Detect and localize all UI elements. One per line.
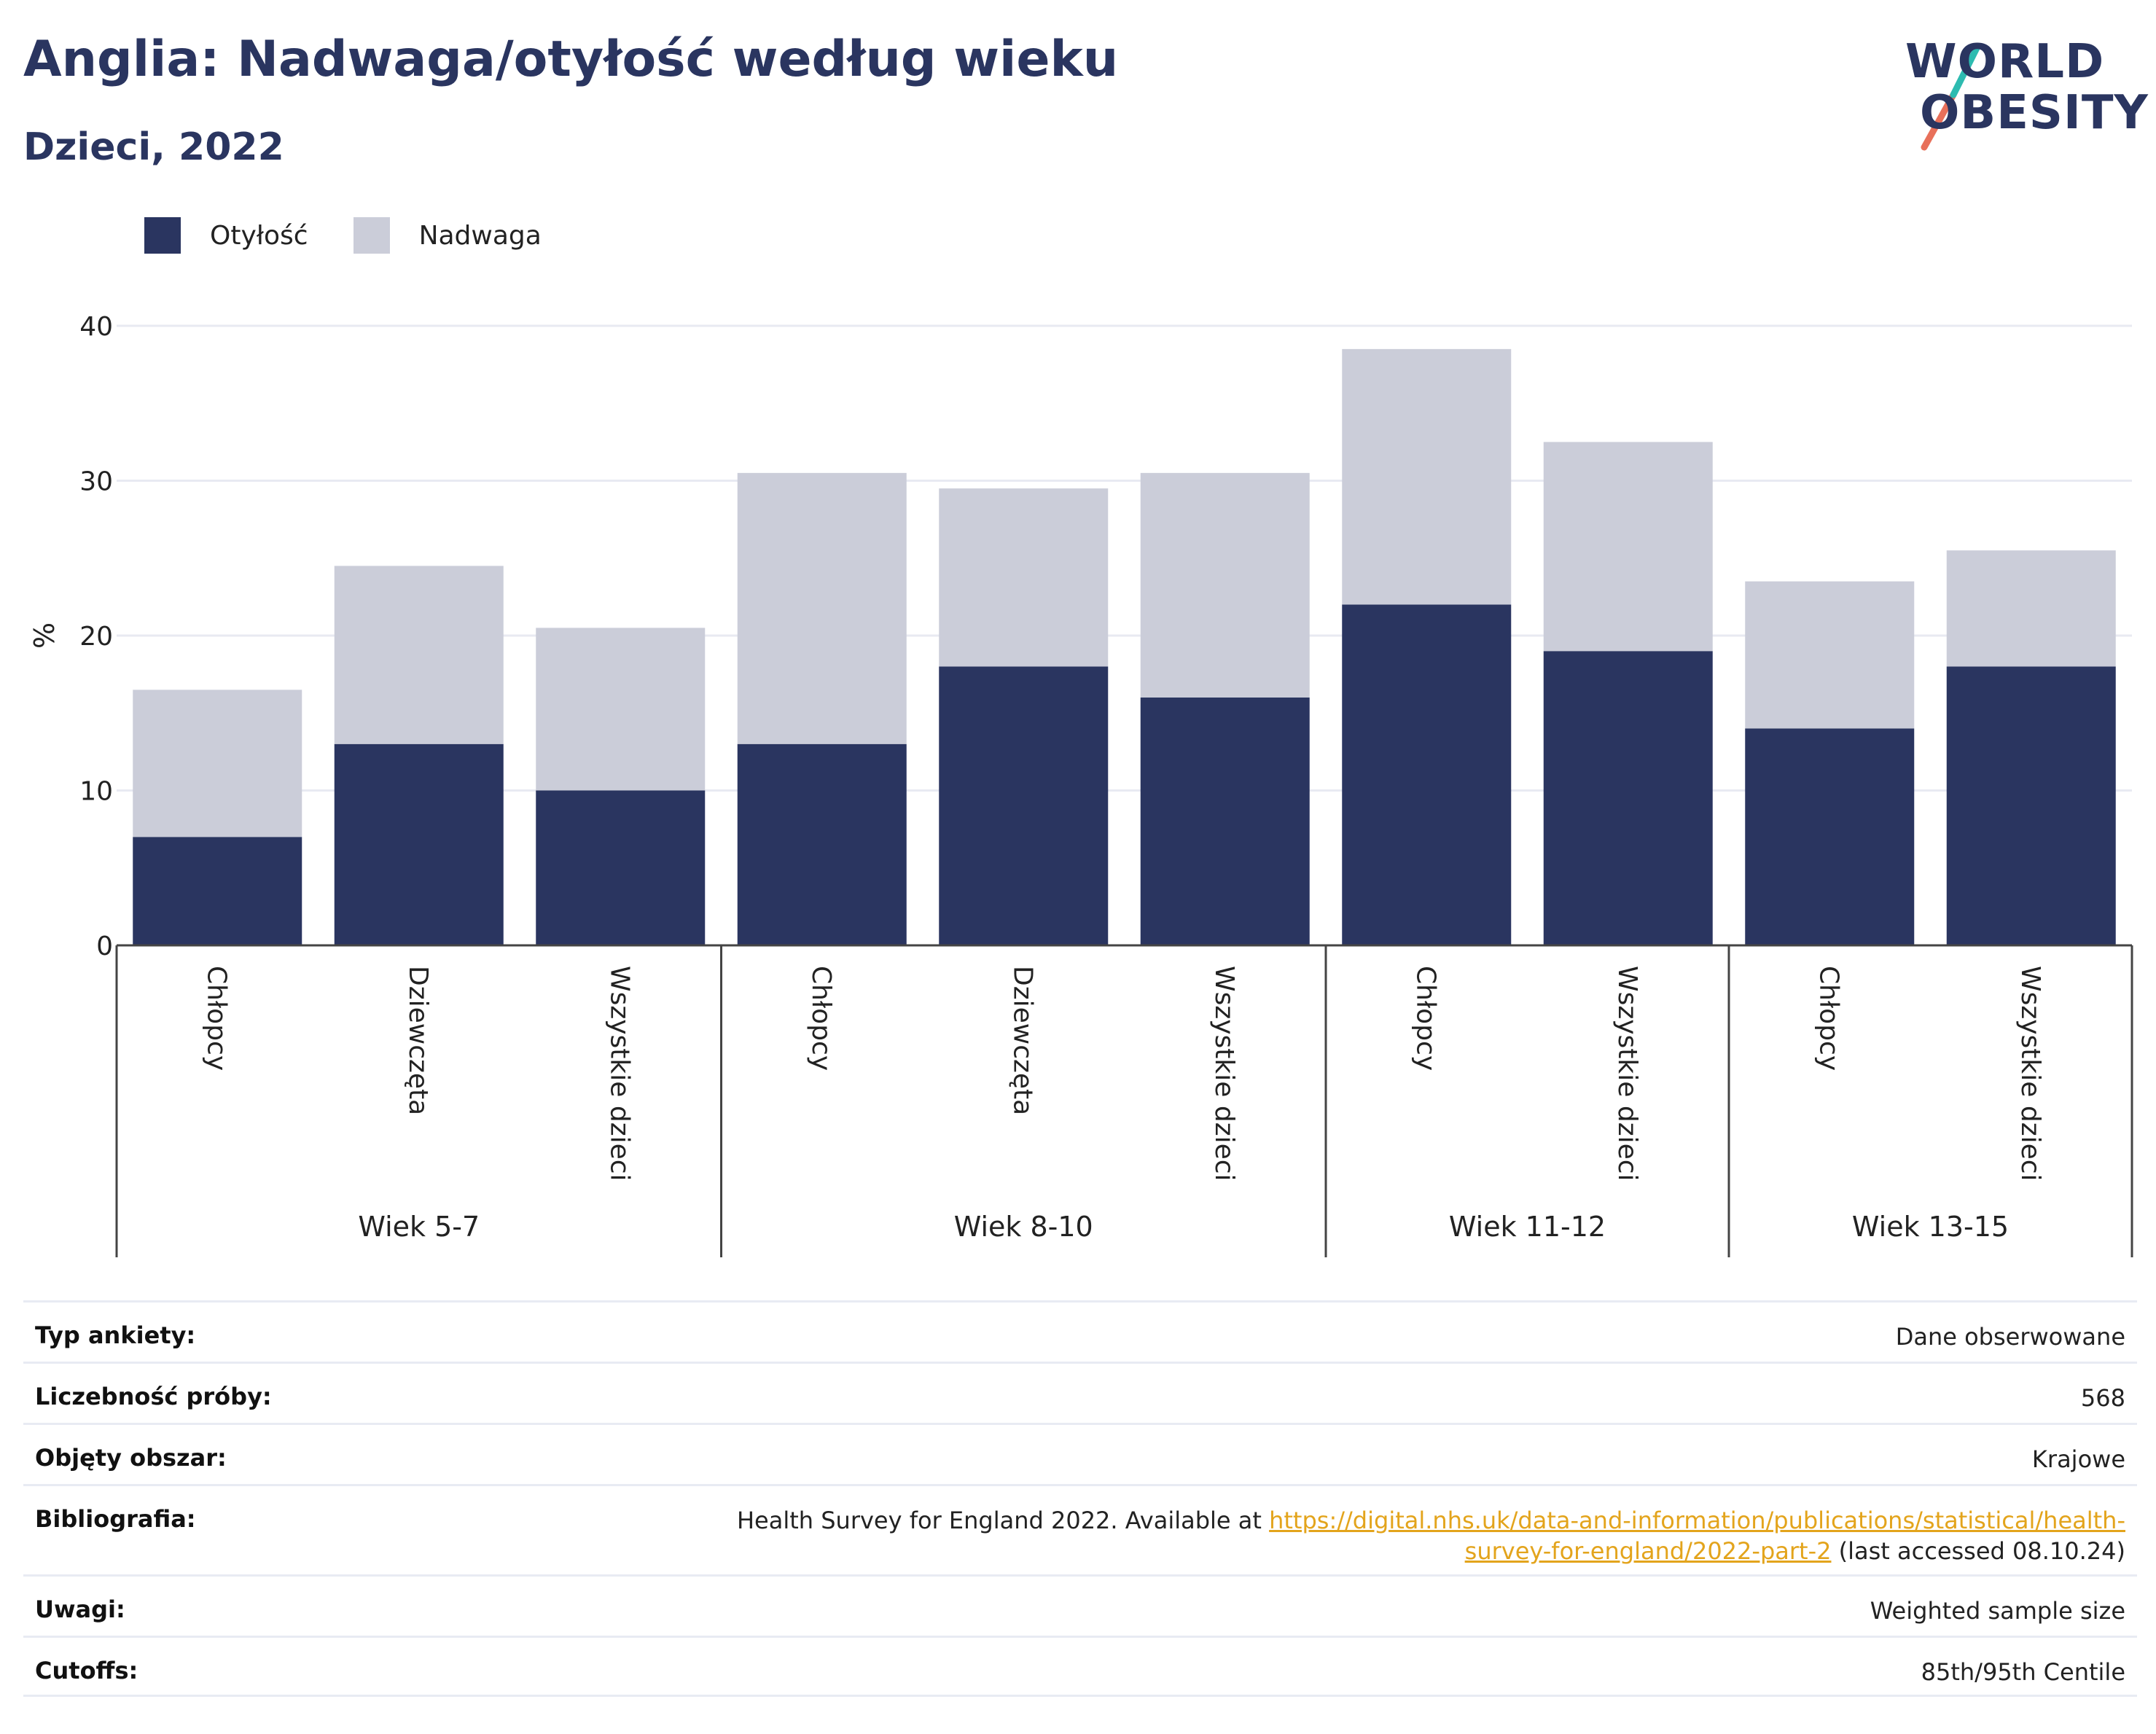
chart-subtitle: Dzieci, 2022 [23, 125, 284, 169]
meta-row-survey-type: Typ ankiety: Dane obserwowane [23, 1300, 2137, 1362]
logo-text-world: WORLD [1905, 35, 2105, 89]
bar-overweight [1342, 348, 1512, 605]
meta-value: Krajowe [2031, 1445, 2125, 1473]
stacked-bar-chart: 0 10 20 30 40% Chłopcy Dziewczęta Wszystkie dzi… [28, 312, 2133, 1257]
y-tick-label: 10 [79, 777, 113, 807]
bar-overweight [536, 628, 706, 791]
legend-label-obesity: Otyłość [210, 220, 308, 251]
y-axis-label: % [28, 622, 60, 649]
meta-value: Health Survey for England 2022. Availabl… [653, 1505, 2125, 1566]
bar-overweight [939, 488, 1109, 667]
bar-obesity [536, 790, 706, 945]
x-tick-label: Wszystkie dzieci [1612, 966, 1642, 1182]
bar-overweight [334, 566, 504, 744]
meta-key: Objęty obszar: [35, 1444, 227, 1472]
bar-overweight [1745, 581, 1915, 729]
x-tick-label: Dziewczęta [403, 966, 433, 1115]
bibliography-prefix: Health Survey for England 2022. Availabl… [736, 1507, 1270, 1534]
bar-obesity [1140, 698, 1310, 945]
chart-legend: Otyłość Nadwaga [144, 216, 587, 254]
bar-obesity [1543, 651, 1713, 945]
bibliography-suffix: (last accessed 08.10.24) [1831, 1537, 2125, 1565]
x-tick-label: Wszystkie dzieci [2015, 966, 2045, 1182]
meta-key: Uwagi: [35, 1596, 125, 1623]
bar-overweight [133, 690, 302, 837]
meta-key: Bibliografia: [35, 1505, 196, 1533]
meta-row-sample-size: Liczebność próby: 568 [23, 1362, 2137, 1423]
meta-row-cutoffs: Cutoffs: 85th/95th Centile [23, 1636, 2137, 1697]
bar-obesity [133, 837, 302, 945]
meta-value: 568 [2080, 1384, 2125, 1412]
x-tick-label: Chłopcy [806, 966, 836, 1071]
meta-value: 85th/95th Centile [1921, 1658, 2125, 1686]
x-tick-label: Chłopcy [201, 966, 231, 1071]
legend-label-overweight: Nadwaga [418, 220, 542, 251]
bar-obesity [1946, 666, 2116, 945]
logo-slash-icon [1921, 44, 1980, 151]
meta-row-area: Objęty obszar: Krajowe [23, 1423, 2137, 1484]
x-tick-label: Chłopcy [1813, 966, 1843, 1071]
group-label: Wiek 5-7 [358, 1211, 480, 1243]
meta-key: Liczebność próby: [35, 1383, 272, 1410]
x-tick-label: Wszystkie dzieci [604, 966, 634, 1182]
bar-obesity [334, 743, 504, 945]
bar-overweight [737, 472, 907, 744]
group-label: Wiek 11-12 [1449, 1211, 1606, 1243]
world-obesity-logo: WORLD OBESITY [1895, 22, 2148, 160]
legend-item-obesity: Otyłość [144, 217, 308, 254]
group-label: Wiek 8-10 [954, 1211, 1093, 1243]
meta-value: Dane obserwowane [1895, 1323, 2125, 1351]
legend-item-overweight: Nadwaga [353, 217, 542, 254]
meta-row-bibliography: Bibliografia: Health Survey for England … [23, 1484, 2137, 1574]
bar-obesity [737, 743, 907, 945]
bar-obesity [939, 666, 1109, 945]
bar-overweight [1946, 550, 2116, 667]
bar-obesity [1342, 604, 1512, 945]
chart-title: Anglia: Nadwaga/otyłość według wieku [23, 31, 1119, 88]
x-tick-label: Dziewczęta [1007, 966, 1037, 1115]
y-tick-label: 20 [79, 622, 113, 652]
legend-swatch-overweight [353, 217, 390, 254]
bar-overweight [1140, 472, 1310, 698]
metadata-table: Typ ankiety: Dane obserwowane Liczebność… [23, 1300, 2137, 1697]
group-label: Wiek 13-15 [1852, 1211, 2009, 1243]
meta-key: Cutoffs: [35, 1657, 138, 1684]
logo-text-obesity: OBESITY [1920, 86, 2149, 140]
x-tick-label: Wszystkie dzieci [1209, 966, 1239, 1182]
bar-obesity [1745, 728, 1915, 945]
legend-swatch-obesity [144, 217, 181, 254]
bibliography-link[interactable]: https://digital.nhs.uk/data-and-informat… [1269, 1507, 2125, 1565]
y-tick-label: 30 [79, 467, 113, 497]
x-tick-label: Chłopcy [1410, 966, 1440, 1071]
y-tick-label: 0 [96, 932, 113, 961]
meta-key: Typ ankiety: [35, 1321, 196, 1349]
meta-value: Weighted sample size [1870, 1597, 2125, 1625]
y-tick-label: 40 [79, 312, 113, 342]
meta-row-notes: Uwagi: Weighted sample size [23, 1574, 2137, 1636]
bar-overweight [1543, 442, 1713, 652]
